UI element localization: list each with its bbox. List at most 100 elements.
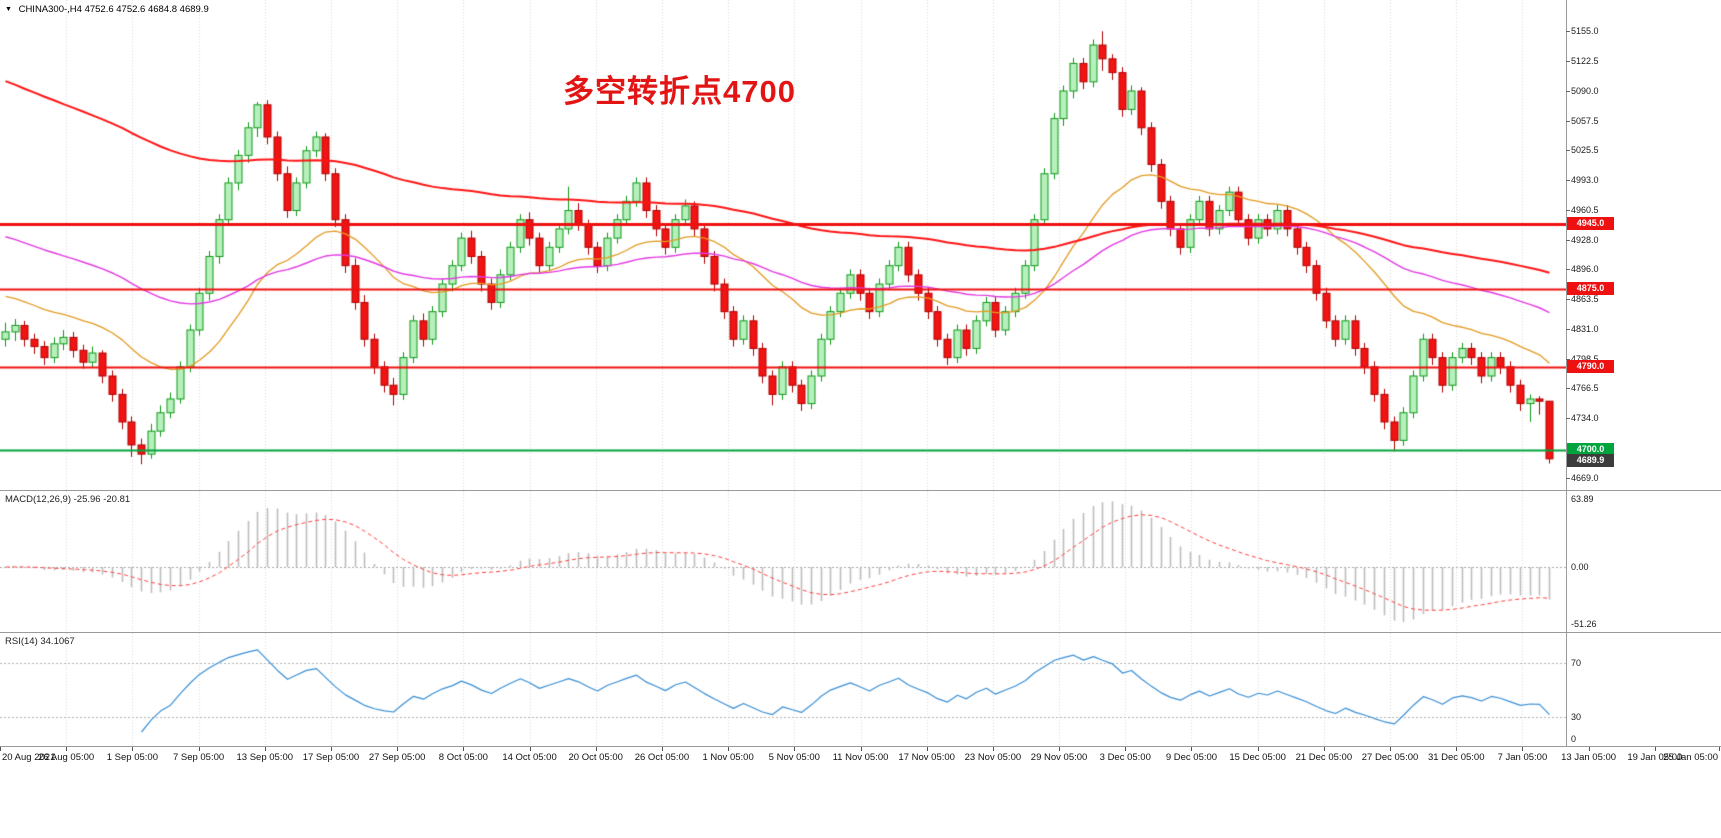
price-axis-tick: 4928.0	[1571, 234, 1599, 245]
rsi-axis-label: 30	[1571, 711, 1582, 722]
price-line-badge: 4875.0	[1567, 281, 1614, 295]
rsi-axis-label: 0	[1571, 734, 1577, 744]
macd-axis-label: -51.26	[1571, 619, 1597, 629]
time-axis-tickmark	[0, 747, 1, 751]
macd-indicator-label: MACD(12,26,9) -25.96 -20.81	[5, 494, 131, 505]
price-axis-tickmark	[1566, 388, 1570, 389]
price-axis-tick: 5090.0	[1571, 86, 1599, 96]
price-axis-tick: 4960.5	[1571, 205, 1599, 216]
time-axis-label: 1 Nov 05:00	[702, 752, 754, 763]
price-line-badge: 4790.0	[1567, 359, 1614, 373]
time-axis-label: 1 Sep 05:00	[106, 752, 158, 763]
price-axis-tickmark	[1566, 299, 1570, 300]
rsi-indicator-canvas[interactable]	[0, 633, 1566, 746]
price-axis-tick: 5025.5	[1571, 145, 1599, 156]
time-axis-label: 15 Dec 05:00	[1229, 752, 1286, 763]
price-axis-tick: 4896.0	[1571, 264, 1599, 275]
time-axis-label: 26 Aug 05:00	[38, 752, 95, 763]
time-axis-label: 13 Jan 05:00	[1561, 752, 1617, 763]
price-line-badge: 4945.0	[1567, 217, 1614, 231]
pane-separator[interactable]	[0, 490, 1721, 491]
price-axis-tick: 4863.5	[1571, 294, 1599, 305]
time-axis-tickmark	[66, 747, 67, 751]
price-axis-tick: 4766.5	[1571, 383, 1599, 394]
time-axis-label: 8 Oct 05:00	[438, 752, 488, 763]
price-axis-tick: 5155.0	[1571, 26, 1599, 37]
price-chart-canvas[interactable]	[0, 0, 1566, 490]
time-axis-label: 11 Nov 05:00	[832, 752, 889, 763]
time-axis-label: 20 Aug 2021	[2, 752, 56, 763]
time-axis-label: 7 Sep 05:00	[172, 752, 225, 763]
time-axis-tickmark	[265, 747, 266, 751]
macd-axis-label: 63.89	[1571, 494, 1594, 504]
price-axis-tickmark	[1566, 210, 1570, 211]
chart-menu-dropdown-icon[interactable]: ▼	[5, 6, 12, 13]
time-axis-tickmark	[662, 747, 663, 751]
pane-separator	[0, 746, 1721, 747]
time-axis-label: 26 Oct 05:00	[634, 752, 690, 763]
time-axis-tickmark	[861, 747, 862, 751]
time-axis-label: 31 Dec 05:00	[1427, 752, 1485, 763]
price-axis-tickmark	[1566, 180, 1570, 181]
price-axis-tickmark	[1566, 61, 1570, 62]
time-axis-label: 3 Dec 05:00	[1099, 752, 1151, 763]
price-line-badge: 4700.0	[1567, 442, 1614, 456]
time-axis-tickmark	[331, 747, 332, 751]
macd-indicator-canvas[interactable]	[0, 491, 1566, 632]
time-axis-label: 29 Nov 05:00	[1030, 752, 1088, 763]
time-axis-tickmark	[1589, 747, 1590, 751]
time-axis-label: 9 Dec 05:00	[1165, 752, 1218, 763]
price-axis-tick: 4734.0	[1571, 413, 1599, 424]
rsi-indicator-label: RSI(14) 34.1067	[5, 636, 75, 647]
time-axis-tickmark	[1719, 747, 1720, 751]
price-axis-tickmark	[1566, 91, 1570, 92]
time-axis-tickmark	[1655, 747, 1656, 751]
time-axis-label: 7 Jan 05:00	[1497, 752, 1548, 763]
price-axis-tickmark	[1566, 418, 1570, 419]
time-axis-tickmark	[596, 747, 597, 751]
time-axis-tickmark	[728, 747, 729, 751]
price-axis-tickmark	[1566, 150, 1570, 151]
time-axis-tickmark	[1390, 747, 1391, 751]
time-axis-tickmark	[530, 747, 531, 751]
time-axis-label: 27 Sep 05:00	[368, 752, 426, 763]
price-axis-tickmark	[1566, 359, 1570, 360]
rsi-axis-label: 70	[1571, 658, 1582, 669]
price-axis[interactable]	[1567, 0, 1721, 747]
time-axis-label: 21 Dec 05:00	[1295, 752, 1353, 763]
time-axis-tickmark	[1191, 747, 1192, 751]
price-axis-tickmark	[1566, 31, 1570, 32]
time-axis-tickmark	[397, 747, 398, 751]
price-axis-tick: 4669.0	[1571, 473, 1599, 484]
time-axis-label: 17 Sep 05:00	[302, 752, 360, 763]
time-axis-label: 13 Sep 05:00	[236, 752, 294, 763]
price-axis-tickmark	[1566, 240, 1570, 241]
time-axis-label: 5 Nov 05:00	[768, 752, 820, 763]
price-axis-tickmark	[1566, 269, 1570, 270]
time-axis-tickmark	[132, 747, 133, 751]
price-axis-border	[1566, 0, 1567, 747]
symbol-header: ▼ CHINA300-,H4 4752.6 4752.6 4684.8 4689…	[5, 4, 209, 15]
time-axis-tickmark	[1059, 747, 1060, 751]
time-axis-tickmark	[1258, 747, 1259, 751]
time-axis-tickmark	[1125, 747, 1126, 751]
ohlc-values-label: 4752.6 4752.6 4684.8 4689.9	[84, 4, 209, 15]
price-axis-tick: 4993.0	[1571, 175, 1599, 186]
price-axis-tickmark	[1566, 121, 1570, 122]
pane-separator[interactable]	[0, 632, 1721, 633]
current-price-badge: 4689.9	[1567, 453, 1614, 467]
time-axis-tickmark	[927, 747, 928, 751]
macd-axis-label: 0.00	[1571, 562, 1589, 572]
time-axis-tickmark	[1522, 747, 1523, 751]
price-axis-tick: 5057.5	[1571, 115, 1599, 126]
time-axis-label: 20 Oct 05:00	[568, 752, 623, 763]
time-axis-tickmark	[993, 747, 994, 751]
chart-annotation-text: 多空转折点4700	[563, 74, 796, 109]
time-axis-label: 27 Dec 05:00	[1361, 752, 1419, 763]
price-axis-tickmark	[1566, 329, 1570, 330]
time-axis-label: 25 Jan 05:00	[1663, 752, 1718, 763]
price-axis-tick: 4831.0	[1571, 324, 1599, 335]
time-axis-label: 17 Nov 05:00	[898, 752, 955, 763]
time-axis-label: 19 Jan 05:00	[1627, 752, 1683, 763]
